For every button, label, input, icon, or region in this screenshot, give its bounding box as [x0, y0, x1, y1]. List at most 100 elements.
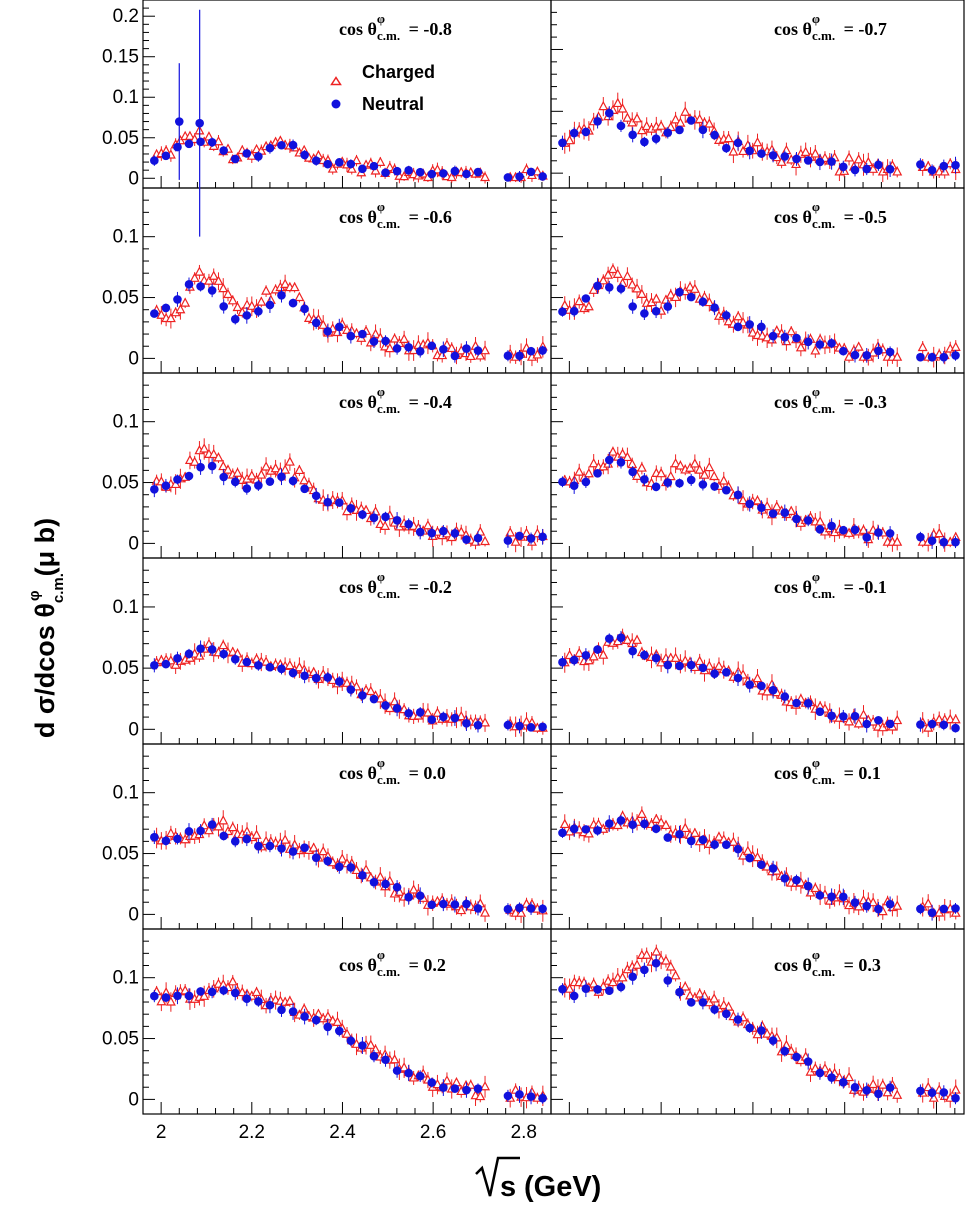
neutral-point: [827, 157, 836, 166]
charged-point: [261, 656, 272, 666]
neutral-point: [427, 900, 437, 910]
charged-point: [199, 990, 210, 1000]
charged-point: [564, 983, 575, 993]
charged-point: [617, 448, 628, 458]
charged-point: [627, 279, 638, 289]
neutral-point: [628, 130, 637, 140]
neutral-point: [640, 475, 649, 484]
charged-point: [612, 819, 623, 830]
neutral-point: [526, 723, 536, 732]
neutral-point: [640, 650, 649, 660]
y-tick-label: 0.05: [102, 1029, 139, 1050]
charged-point: [680, 981, 691, 991]
panel-title: cos θφ c.m. = -0.2: [339, 569, 452, 601]
charged-point: [284, 995, 295, 1005]
charged-point: [510, 536, 521, 546]
neutral-point: [604, 455, 614, 465]
neutral-point: [323, 326, 333, 336]
y-tick-label: 0.2: [113, 6, 139, 27]
neutral-point: [392, 166, 402, 176]
charged-point: [868, 1078, 879, 1089]
neutral-point: [219, 649, 228, 659]
neutral-point: [219, 472, 228, 482]
x-axis-title-s: s: [500, 1171, 516, 1203]
neutral-point: [277, 664, 286, 674]
neutral-point: [184, 649, 194, 659]
charged-point: [704, 461, 715, 472]
charged-point: [389, 1054, 400, 1064]
neutral-point: [173, 295, 182, 304]
neutral-point: [815, 157, 825, 167]
charged-point: [227, 976, 238, 986]
charged-point: [365, 685, 376, 696]
neutral-point: [628, 302, 637, 311]
charged-point: [256, 296, 267, 306]
neutral-point: [288, 1007, 298, 1016]
neutral-point: [150, 485, 159, 494]
charged-point: [762, 1028, 773, 1038]
neutral-point: [951, 160, 960, 170]
neutral-point: [230, 154, 240, 164]
neutral-point: [392, 704, 402, 713]
panel-frame: [550, 557, 965, 745]
charged-point: [598, 275, 609, 285]
neutral-point: [358, 329, 367, 339]
charged-point: [480, 171, 491, 182]
neutral-point: [277, 472, 286, 482]
neutral-point: [745, 499, 754, 509]
neutral-point: [450, 166, 460, 176]
charged-point: [384, 161, 395, 172]
charged-point: [294, 464, 305, 475]
panel-title: cos θφ c.m. = 0.0: [339, 755, 446, 787]
neutral-point: [346, 331, 356, 341]
panel-11: 0 0.05 0.1 cos θφ c.m. = 0.2: [102, 928, 552, 1115]
neutral-point: [184, 280, 194, 289]
neutral-point: [346, 1036, 356, 1046]
charged-point: [332, 1016, 343, 1026]
neutral-point: [300, 843, 309, 852]
neutral-point: [300, 1012, 309, 1021]
neutral-point: [839, 1078, 848, 1087]
neutral-point: [885, 1083, 895, 1092]
y-tick-label: 0: [128, 719, 139, 740]
neutral-point: [815, 707, 825, 716]
neutral-point: [581, 984, 591, 993]
neutral-point: [651, 134, 661, 143]
neutral-point: [473, 533, 483, 543]
neutral-point: [698, 998, 708, 1007]
charged-point: [588, 651, 599, 661]
neutral-point: [939, 537, 949, 547]
neutral-point: [768, 151, 778, 160]
neutral-point: [569, 481, 579, 490]
charged-point: [446, 171, 457, 182]
charged-point: [299, 474, 310, 485]
neutral-point: [604, 108, 614, 118]
neutral-point: [558, 828, 567, 838]
charged-point: [800, 146, 811, 156]
charged-point: [858, 524, 869, 534]
charged-point: [892, 1089, 903, 1099]
charged-point: [208, 448, 219, 459]
panel-title: cos θφ c.m. = 0.3: [774, 947, 881, 979]
charged-point: [422, 519, 433, 530]
neutral-point: [616, 121, 626, 131]
charged-point: [384, 342, 395, 353]
neutral-point: [277, 291, 286, 300]
neutral-point: [862, 719, 872, 729]
y-tick-label: 0.1: [113, 597, 139, 618]
charged-point: [632, 634, 643, 644]
neutral-point: [951, 904, 960, 913]
neutral-point: [780, 692, 790, 701]
charged-point: [892, 166, 903, 176]
charged-point: [738, 316, 749, 327]
neutral-point: [450, 529, 460, 538]
neutral-point: [593, 645, 602, 654]
charged-point: [723, 315, 734, 326]
neutral-point: [265, 477, 275, 486]
neutral-point: [874, 160, 883, 170]
panel-points: [558, 628, 961, 738]
neutral-point: [815, 525, 825, 534]
neutral-point: [369, 337, 379, 346]
charged-point: [738, 850, 749, 860]
charged-point: [742, 845, 753, 855]
